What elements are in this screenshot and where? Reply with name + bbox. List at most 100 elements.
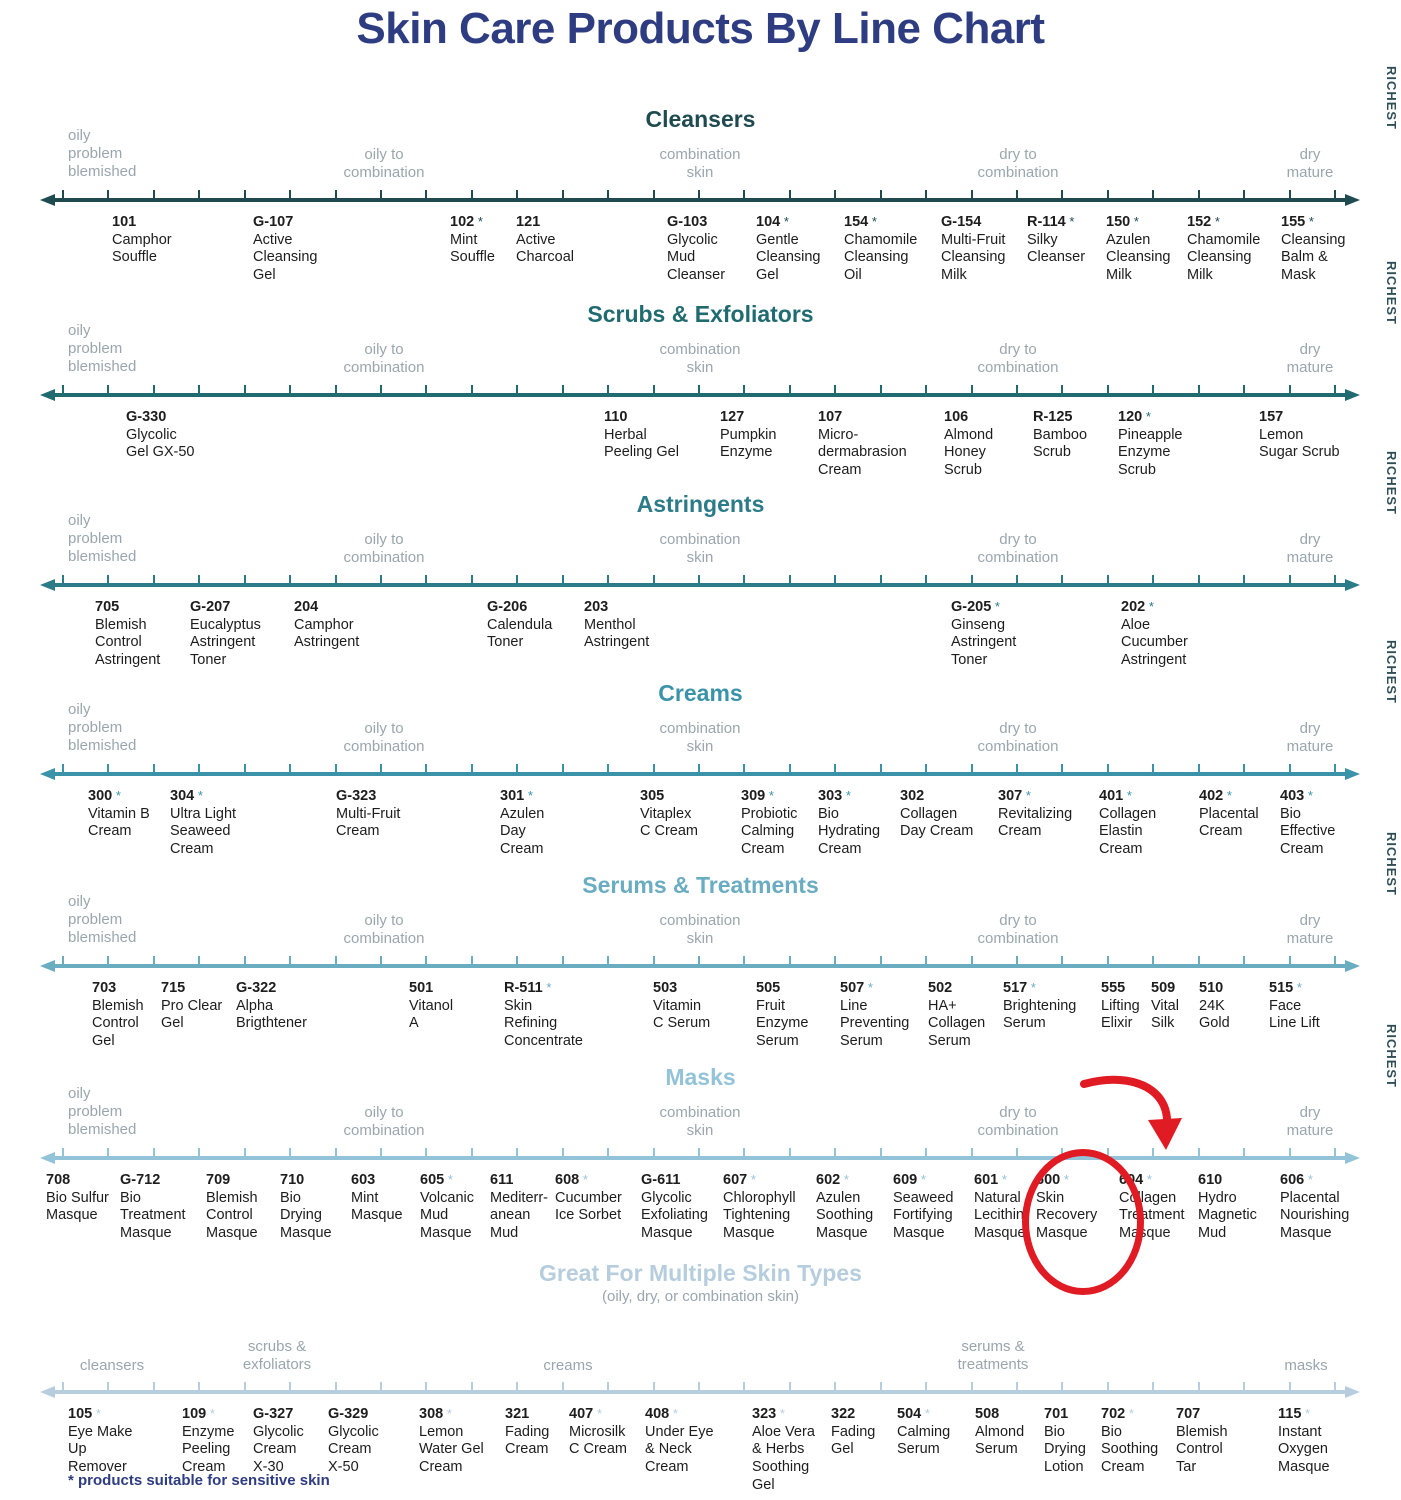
sensitive-star-icon: * xyxy=(593,1406,602,1421)
product-entry: R-511 * Skin Refining Concentrate xyxy=(504,980,583,1050)
sensitive-star-icon: * xyxy=(840,1172,849,1187)
section-title: Masks xyxy=(665,1064,736,1090)
axis-tick xyxy=(425,575,428,587)
sensitive-star-icon: * xyxy=(443,1406,452,1421)
axis-label-lightest: LIGHTEST xyxy=(0,968,2,1041)
product-entry: 708 Bio Sulfur Masque xyxy=(46,1172,109,1224)
product-entry: G-107 Active Cleansing Gel xyxy=(253,214,318,284)
axis-tick xyxy=(788,575,791,587)
axis-tick xyxy=(1061,1382,1064,1394)
axis-line xyxy=(40,956,1360,972)
axis-tick xyxy=(1288,1382,1291,1394)
axis-line xyxy=(40,385,1360,401)
zone-label: oily problem blemished xyxy=(68,127,137,180)
sensitive-star-icon: * xyxy=(1304,788,1313,803)
product-entry: 606 * Placental Nourishing Masque xyxy=(1280,1172,1350,1242)
product-code: G-205 xyxy=(951,599,992,615)
axis-label-richest: RICHEST xyxy=(1384,260,1399,325)
axis-arrow-right-icon xyxy=(1345,389,1360,401)
axis-bar xyxy=(54,583,1346,587)
axis-arrow-left-icon xyxy=(40,194,55,206)
sensitive-star-icon: * xyxy=(921,1406,930,1421)
axis-tick xyxy=(198,190,201,202)
product-code: 121 xyxy=(516,214,541,230)
product-entry: 603 Mint Masque xyxy=(351,1172,403,1224)
axis-tick xyxy=(516,190,519,202)
axis-tick xyxy=(652,190,655,202)
axis-arrow-left-icon xyxy=(40,579,55,591)
axis-tick xyxy=(1106,1148,1109,1160)
axis-tick xyxy=(380,385,382,397)
product-code: G-107 xyxy=(253,214,294,230)
product-entry: 203 Menthol Astringent xyxy=(584,599,650,651)
axis-arrow-right-icon xyxy=(1345,579,1360,591)
axis-tick xyxy=(698,764,700,776)
product-entry: 401 * Collagen Elastin Cream xyxy=(1099,788,1157,858)
axis-label-lightest: LIGHTEST xyxy=(0,1160,2,1233)
sensitive-star-icon: * xyxy=(444,1172,453,1187)
sensitive-star-icon: * xyxy=(1301,1406,1311,1421)
product-entry: 303 * Bio Hydrating Cream xyxy=(818,788,881,858)
axis-tick xyxy=(380,956,382,968)
product-code: 115 xyxy=(1278,1406,1302,1422)
axis-tick xyxy=(380,190,382,202)
axis-tick xyxy=(198,764,201,776)
axis-bar xyxy=(54,1156,1346,1160)
sensitive-star-icon: * xyxy=(579,1172,588,1187)
axis-tick xyxy=(698,190,700,202)
axis-tick xyxy=(1243,1382,1246,1394)
product-code: 505 xyxy=(756,980,781,996)
product-code: 104 xyxy=(756,214,781,230)
product-entry: G-327 Glycolic Cream X-30 xyxy=(253,1406,304,1476)
product-entry: 115 * Instant Oxygen Masque xyxy=(1278,1406,1330,1476)
axis-tick xyxy=(107,1382,110,1394)
product-entry: G-330 Glycolic Gel GX-50 xyxy=(126,409,195,461)
axis-line xyxy=(40,1148,1360,1164)
axis-tick xyxy=(698,1382,700,1394)
axis-tick xyxy=(698,1148,700,1160)
axis-tick xyxy=(425,1382,428,1394)
axis-arrow-right-icon xyxy=(1345,194,1360,206)
sensitive-star-icon: * xyxy=(747,1172,756,1187)
zone-label: combination skin xyxy=(659,720,741,755)
axis-tick xyxy=(1288,956,1291,968)
product-code: G-323 xyxy=(336,788,377,804)
axis-tick xyxy=(1016,385,1018,397)
product-entry: 402 * Placental Cream xyxy=(1199,788,1259,840)
axis-tick xyxy=(425,956,428,968)
product-entry: 707 Blemish Control Tar xyxy=(1176,1406,1228,1476)
axis-tick xyxy=(834,764,837,776)
sensitive-star-icon: * xyxy=(1304,1172,1313,1187)
axis-tick xyxy=(970,956,973,968)
product-entry: G-206 Calendula Toner xyxy=(487,599,553,651)
axis-tick xyxy=(62,1148,64,1160)
axis-tick xyxy=(289,1148,292,1160)
product-entry: 705 Blemish Control Astringent xyxy=(95,599,161,669)
zone-label: combination skin xyxy=(659,341,741,376)
product-entry: 510 24K Gold xyxy=(1199,980,1230,1032)
product-code: 323 xyxy=(752,1406,777,1422)
axis-tick xyxy=(334,190,337,202)
product-entry: 152 * Chamomile Cleansing Milk xyxy=(1187,214,1261,284)
product-code: 309 xyxy=(741,788,766,804)
sensitive-star-icon: * xyxy=(1022,788,1031,803)
axis-tick xyxy=(607,1382,610,1394)
product-entry: 604 * Collagen Treatment Masque xyxy=(1119,1172,1185,1242)
zone-label: dry to combination xyxy=(977,1104,1059,1139)
section-title: Great For Multiple Skin Types xyxy=(539,1260,862,1286)
product-entry: 508 Almond Serum xyxy=(975,1406,1025,1458)
axis-tick xyxy=(107,764,110,776)
axis-tick xyxy=(1334,1382,1336,1394)
axis-tick xyxy=(925,575,928,587)
axis-tick xyxy=(607,575,610,587)
product-code: 702 xyxy=(1101,1406,1126,1422)
axis-tick xyxy=(1061,190,1064,202)
axis-tick xyxy=(470,1382,473,1394)
product-entry: G-329 Glycolic Cream X-50 xyxy=(328,1406,379,1476)
product-code: 509 xyxy=(1151,980,1176,996)
axis-tick xyxy=(607,385,610,397)
product-code: 157 xyxy=(1259,409,1284,425)
axis-tick xyxy=(1106,575,1109,587)
product-code: 403 xyxy=(1280,788,1305,804)
axis-tick xyxy=(743,1382,746,1394)
